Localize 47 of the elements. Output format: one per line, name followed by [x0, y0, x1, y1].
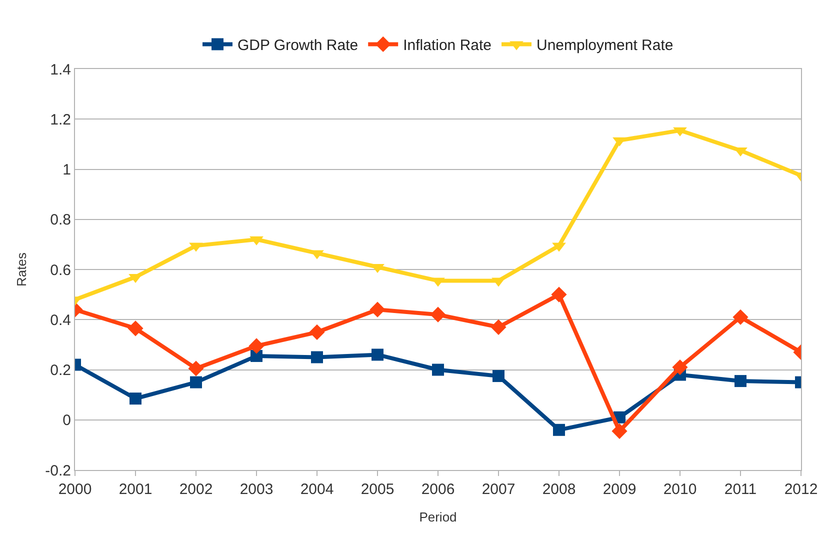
legend-label: Inflation Rate: [403, 37, 492, 54]
point: [248, 338, 264, 354]
x-tick-label: 2001: [118, 481, 152, 498]
point: [130, 392, 142, 405]
x-tick-label: 2008: [542, 481, 576, 498]
point: [372, 348, 384, 361]
x-tick-label: 2000: [58, 481, 92, 498]
legend-label: GDP Growth Rate: [238, 37, 358, 54]
y-tick-label: 0.6: [50, 262, 71, 279]
y-tick-label: -0.2: [45, 462, 71, 480]
y-tick-label: 0: [62, 412, 71, 430]
x-tick-label: 2007: [482, 481, 516, 498]
x-tick-label: 2011: [724, 481, 757, 498]
x-tick-label: 2002: [179, 481, 213, 498]
point: [553, 424, 565, 436]
y-axis-title: Rates: [14, 252, 30, 286]
x-tick-label: 2004: [300, 481, 334, 498]
point: [190, 376, 202, 388]
x-axis-title: Period: [419, 510, 457, 525]
point: [492, 370, 504, 382]
x-tick-label: 2010: [663, 481, 697, 498]
point: [734, 375, 746, 388]
x-tick-label: 2006: [421, 481, 455, 498]
y-tick-label: 1.2: [50, 111, 71, 128]
point: [430, 306, 446, 322]
y-tick-label: 0.4: [50, 312, 71, 329]
point: [551, 286, 567, 302]
y-tick-label: 1.4: [50, 61, 71, 78]
x-tick-label: 2005: [360, 481, 394, 498]
legend-label: Unemployment Rate: [536, 37, 674, 54]
point: [612, 423, 628, 439]
point: [128, 320, 144, 336]
y-tick-label: 1: [62, 162, 71, 178]
point: [672, 359, 688, 376]
x-tick-label: 2003: [240, 481, 274, 498]
x-tick-label: 2012: [784, 481, 818, 498]
y-tick-label: 0.2: [50, 362, 71, 379]
point: [490, 319, 506, 335]
y-tick-label: 0.8: [50, 212, 71, 229]
point: [370, 302, 386, 318]
point: [309, 324, 325, 340]
point: [732, 309, 748, 325]
point: [432, 364, 444, 376]
point: [250, 350, 262, 362]
point: [311, 351, 323, 364]
point: [188, 360, 204, 376]
x-tick-label: 2009: [602, 481, 636, 498]
